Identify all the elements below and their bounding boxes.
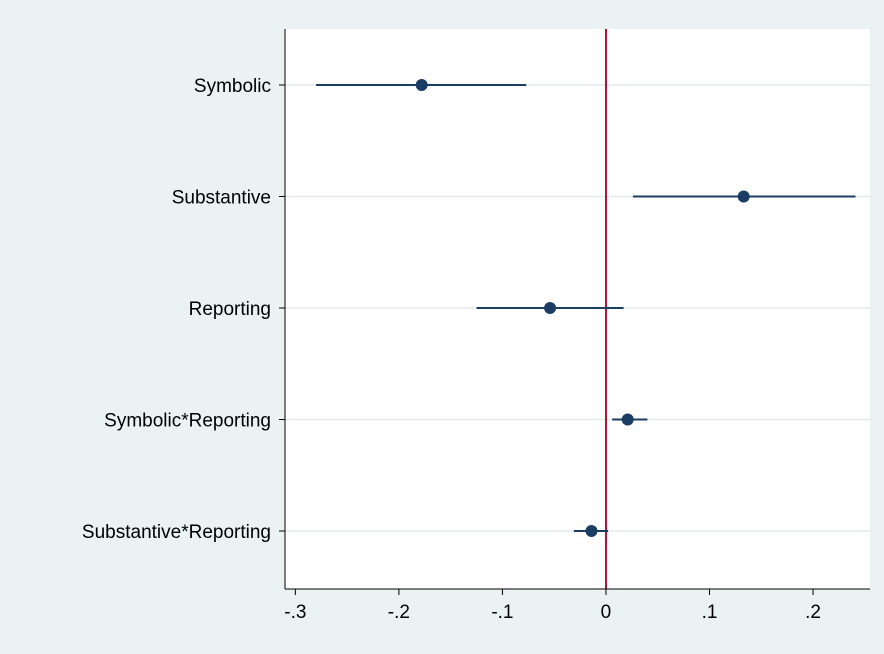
point-estimates xyxy=(415,79,750,537)
y-tick-label: Symbolic xyxy=(194,76,271,97)
x-tick-label: -.3 xyxy=(284,602,306,623)
point-marker-2 xyxy=(544,302,557,314)
x-tick-label: 0 xyxy=(601,602,612,623)
point-marker-0 xyxy=(415,79,428,91)
x-axis-ticks: -.3 -.2 -.1 0 .1 .2 xyxy=(284,589,821,623)
y-axis-ticks: Symbolic Substantive Reporting Symbolic*Rep… xyxy=(82,76,285,543)
y-tick-label: Reporting xyxy=(189,299,271,320)
x-tick-label: .2 xyxy=(805,602,821,623)
y-tick-label: Substantive xyxy=(172,188,271,209)
point-marker-1 xyxy=(737,190,750,203)
y-tick-label: Symbolic*Reporting xyxy=(104,411,271,432)
x-tick-label: -.1 xyxy=(491,602,513,623)
x-tick-label: .1 xyxy=(702,602,718,623)
point-marker-3 xyxy=(621,413,634,426)
x-tick-label: -.2 xyxy=(388,602,410,623)
y-tick-label: Substantive*Reporting xyxy=(82,522,271,543)
point-marker-4 xyxy=(585,525,598,537)
